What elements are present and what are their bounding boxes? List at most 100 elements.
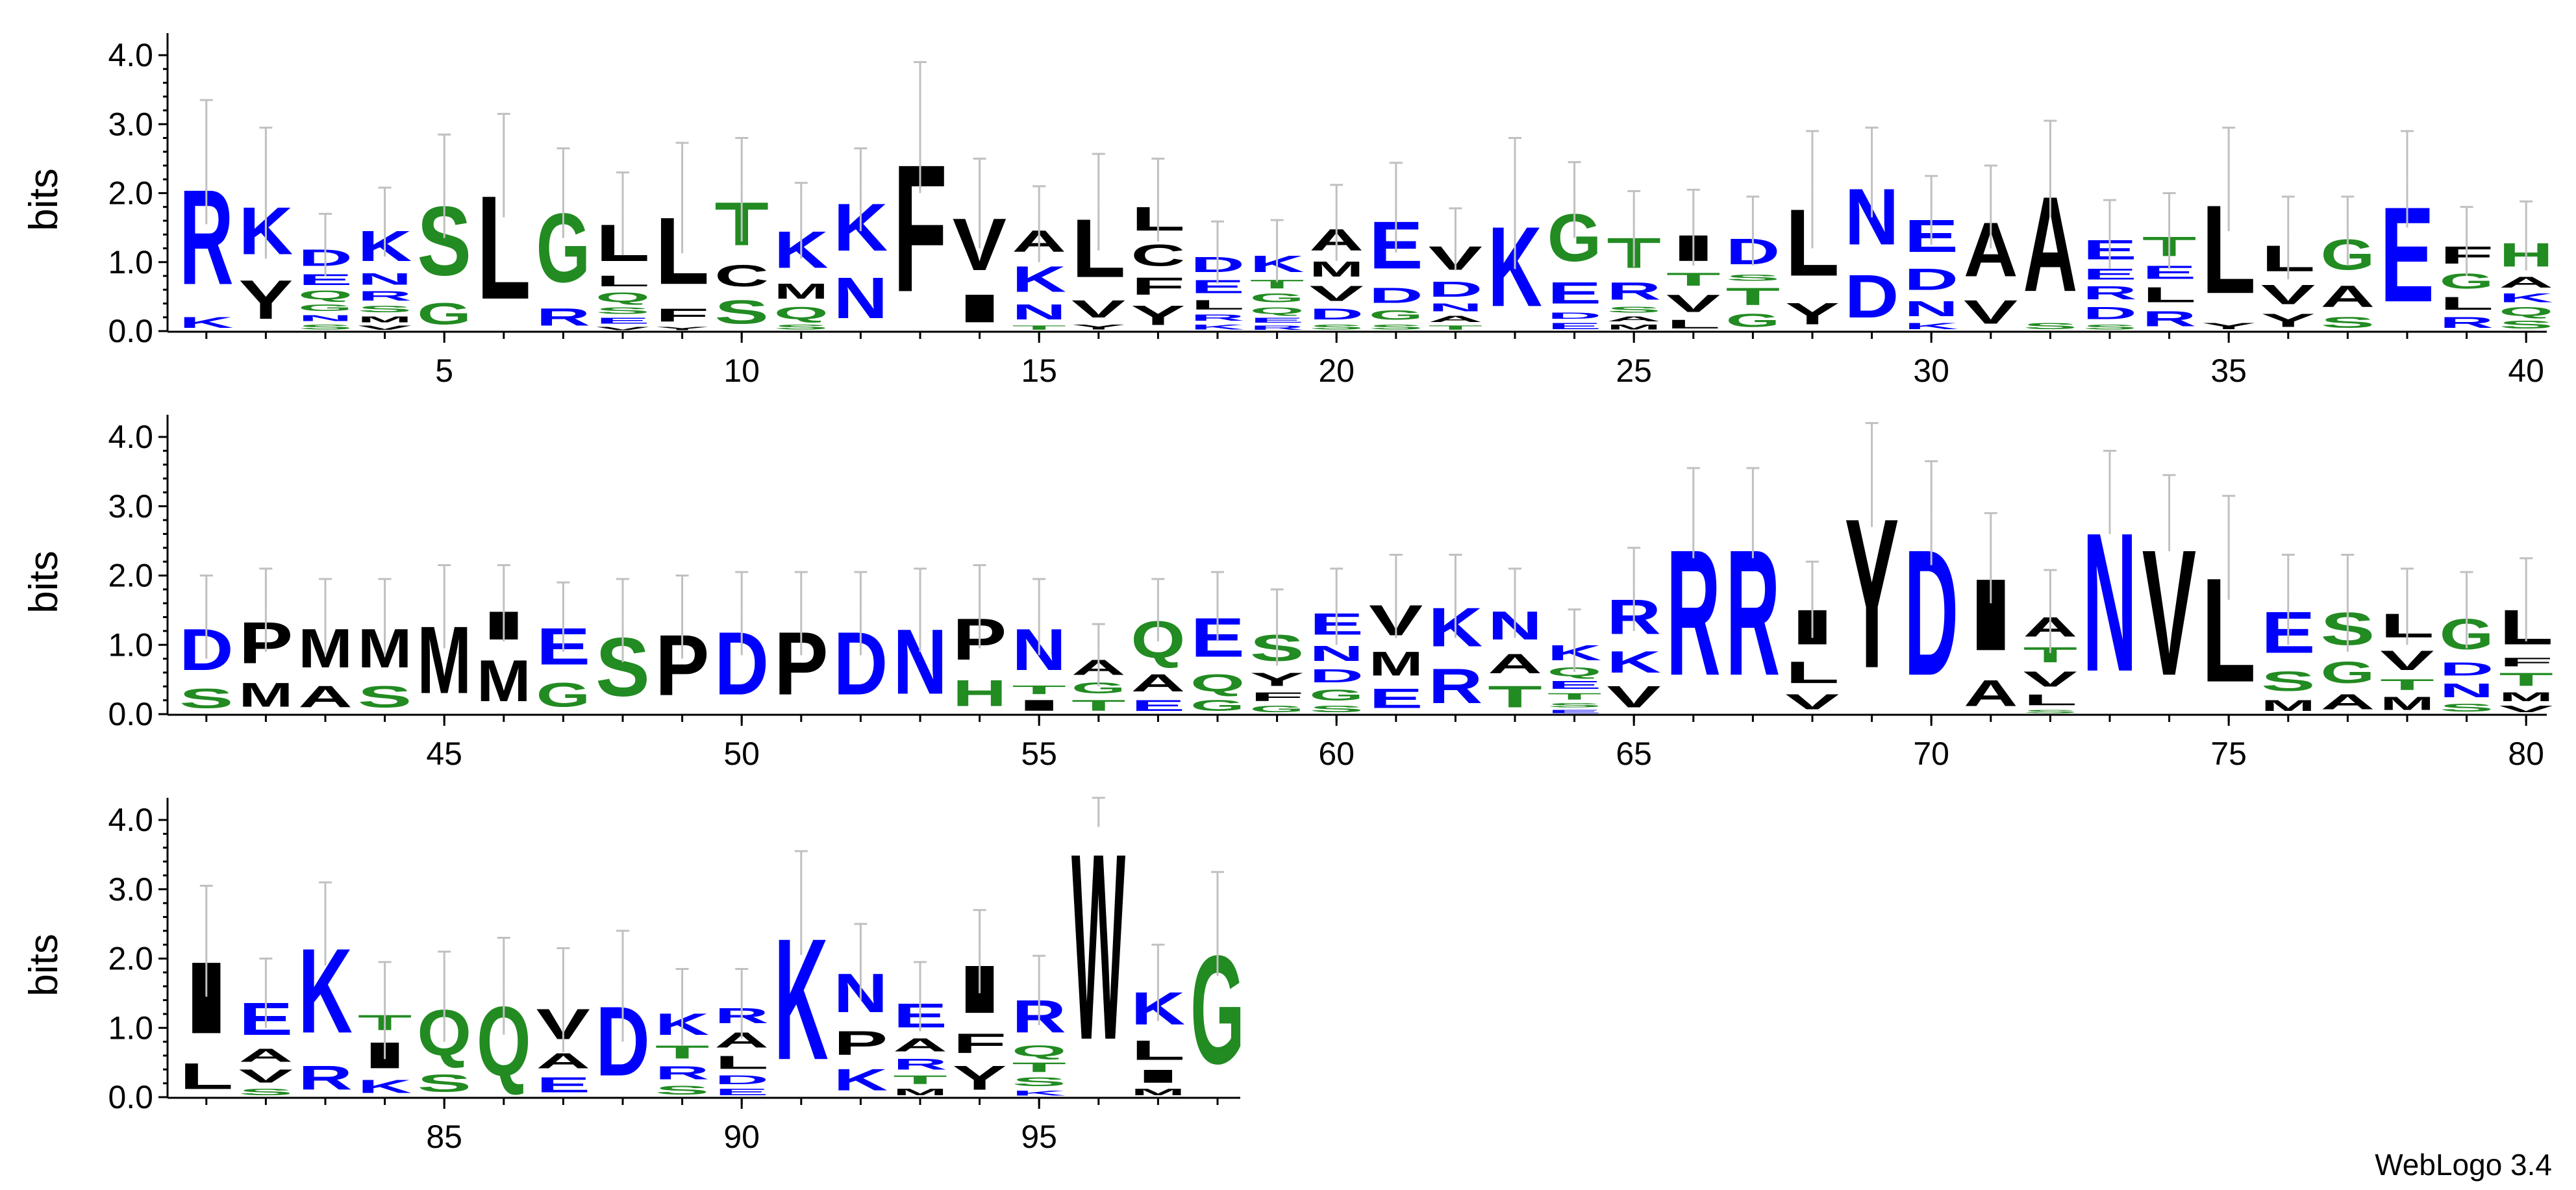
residue-W: W — [1071, 798, 1126, 1095]
residue-L: L — [2023, 691, 2078, 709]
residue-Q: Q — [1012, 1043, 1066, 1060]
logo-column-41: SD — [179, 575, 234, 714]
residue-L: L — [179, 1056, 234, 1097]
residue-Y: Y — [2261, 310, 2316, 331]
logo-column-31: VA — [1964, 164, 2018, 331]
y-tick-label: 1.0 — [108, 626, 153, 663]
residue-Q: Q — [1250, 305, 1305, 316]
residue-K: K — [1012, 259, 1066, 301]
residue-A: A — [239, 1045, 294, 1066]
logo-column-10: SCT — [714, 137, 769, 331]
residue-L: L — [1666, 317, 1721, 331]
residue-D: D — [1547, 310, 1602, 321]
logo-column-73: N — [2082, 449, 2137, 713]
residue-V: V — [2380, 645, 2434, 676]
residue-R: R — [655, 1063, 710, 1084]
residue-G: G — [2321, 655, 2375, 689]
residue-N: N — [1309, 641, 1364, 665]
residue-G: G — [1726, 310, 1781, 331]
x-tick-label: 55 — [1021, 736, 1057, 772]
residue-R: R — [1190, 312, 1245, 323]
logo-column-37: SAG — [2321, 195, 2375, 331]
residue-V: V — [239, 1066, 293, 1087]
residue-Q: Q — [2499, 305, 2553, 319]
residue-T: T — [2380, 676, 2434, 693]
y-tick-label: 0.0 — [108, 313, 153, 349]
residue-M: M — [1309, 257, 1364, 281]
residue-G: G — [1250, 291, 1305, 304]
residue-K: K — [1012, 1089, 1066, 1097]
residue-Y: Y — [1071, 323, 1126, 331]
residue-P: P — [834, 1024, 888, 1062]
residue-L: L — [1785, 655, 1840, 689]
residue-D: D — [1429, 277, 1483, 301]
residue-S: S — [358, 680, 412, 714]
x-tick-label: 40 — [2508, 353, 2544, 389]
residue-T: T — [1012, 324, 1066, 331]
logo-column-71: AI — [1964, 512, 2018, 714]
residue-A: A — [2321, 279, 2375, 314]
residue-A: A — [1488, 649, 1542, 680]
logo-column-83: RK — [298, 881, 353, 1097]
residue-N: N — [298, 313, 353, 323]
residue-T: T — [1488, 679, 1542, 713]
residue-T: T — [1012, 683, 1066, 697]
logo-column-77: AGS — [2321, 553, 2375, 714]
x-tick-label: 25 — [1616, 353, 1652, 389]
y-tick-label: 3.0 — [108, 871, 153, 908]
residue-D: D — [1309, 305, 1364, 323]
residue-D: D — [1369, 284, 1423, 308]
residue-S: S — [2499, 319, 2553, 331]
residue-S: S — [1309, 704, 1364, 714]
residue-Y: Y — [1131, 300, 1186, 331]
y-tick-label: 1.0 — [108, 1010, 153, 1046]
logo-column-46: MI — [477, 564, 531, 714]
residue-M: M — [2380, 693, 2434, 714]
logo-column-6: L — [477, 112, 531, 330]
logo-column-91: K — [774, 850, 829, 1096]
logo-column-65: VKR — [1607, 547, 1661, 714]
residue-D: D — [2440, 659, 2494, 680]
residue-E: E — [1547, 321, 1602, 331]
residue-Q: Q — [595, 290, 650, 304]
residue-Y: Y — [953, 1060, 1007, 1097]
logo-column-61: EMV — [1369, 553, 1423, 714]
residue-Q: Q — [774, 303, 829, 323]
residue-E: E — [1369, 683, 1423, 714]
logo-column-98: G — [1190, 871, 1245, 1097]
residue-L: L — [2440, 293, 2494, 314]
residue-V: V — [1666, 290, 1720, 317]
logo-column-2: YK — [239, 127, 294, 331]
residue-R: R — [536, 304, 591, 331]
logo-column-58: GQE — [1190, 571, 1245, 714]
residue-H: H — [953, 673, 1007, 714]
logo-column-75: L — [2201, 495, 2256, 713]
residue-C: C — [714, 258, 769, 293]
residue-R: R — [2440, 314, 2494, 331]
residue-V: V — [358, 324, 412, 331]
residue-K: K — [358, 1076, 412, 1097]
logo-column-76: MSE — [2261, 553, 2316, 714]
y-tick-label: 0.0 — [108, 1079, 153, 1115]
residue-F: F — [2499, 655, 2553, 669]
y-axis-label: bits — [21, 168, 66, 230]
residue-M: M — [2499, 690, 2553, 704]
residue-A: A — [298, 679, 353, 713]
residue-R: R — [1429, 658, 1483, 714]
residue-Y: Y — [239, 269, 294, 331]
